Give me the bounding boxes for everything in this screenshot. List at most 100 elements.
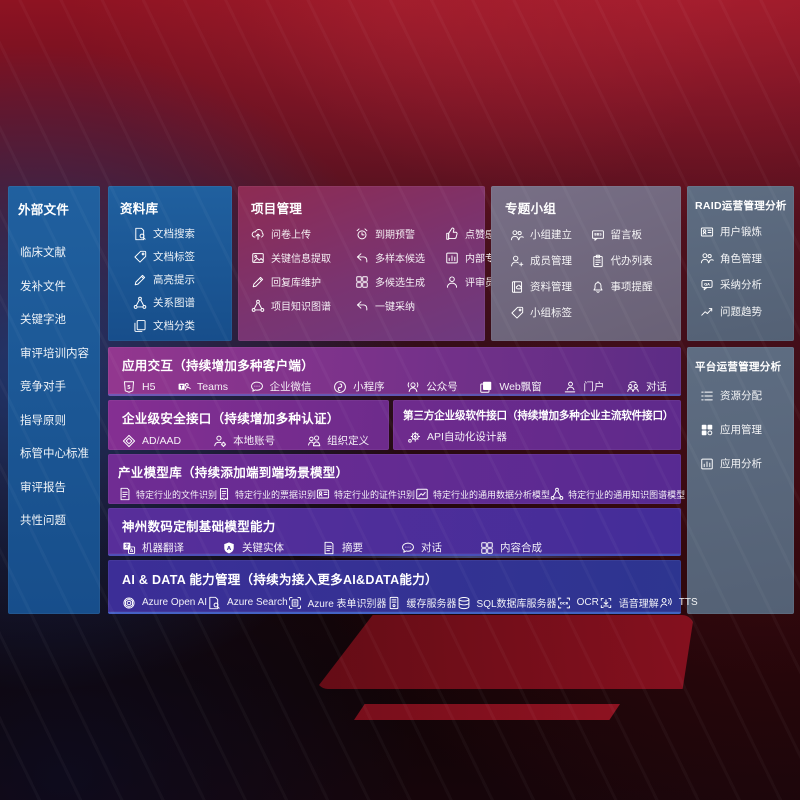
shield-a-icon: [222, 541, 236, 555]
chat-qa-icon: [700, 278, 714, 292]
speech-icon: [599, 596, 613, 610]
feature-label: Azure Search: [227, 597, 288, 608]
doc-search-icon: [207, 596, 221, 610]
feature-label: 特定行业的通用数据分析模型: [433, 489, 551, 500]
feature-label: 特定行业的证件识别: [334, 489, 416, 500]
doc-icon: [322, 541, 336, 555]
feature-item: 应用管理: [700, 422, 786, 437]
feature-label: 代办列表: [610, 255, 653, 267]
alarm-icon: [355, 227, 369, 241]
feature-label: 指导原则: [20, 414, 66, 427]
panel-third-party-api: 第三方企业级软件接口（持续增加多种企业主流软件接口） API自动化设计器: [393, 400, 681, 450]
feature-item: 小组标签: [510, 305, 587, 320]
feature-item: 指导原则: [20, 412, 90, 428]
receipt-icon: [217, 487, 231, 501]
feature-label: 对话: [645, 381, 667, 393]
feature-item: 文档分类: [133, 318, 220, 333]
ocr-icon: [557, 596, 571, 610]
feature-label: 用户锻炼: [720, 226, 762, 238]
feature-label: SQL数据库服务器: [476, 599, 557, 610]
feature-item: 到期预警: [355, 226, 439, 241]
reply-icon: [355, 251, 369, 265]
panel-title: 资料库: [120, 202, 159, 216]
server-icon: [387, 596, 401, 610]
person-plus-icon: [510, 254, 524, 268]
panel-digital-china-models: 神州数码定制基础模型能力 机器翻译 关键实体 摘要 对话 内容合成: [108, 508, 681, 556]
feature-label: 留言板: [610, 229, 643, 241]
panel-topic-groups: 专题小组 小组建立 留言板 成员管理 代办列表 资料管理 事项提醒 小组标签: [491, 186, 681, 341]
feature-item: API自动化设计器: [407, 429, 507, 444]
ad-icon: [122, 434, 136, 448]
feature-item: OCR: [557, 596, 599, 610]
feature-item: 资料管理: [510, 279, 587, 294]
feature-item: 机器翻译: [122, 540, 184, 555]
feature-item: 回复库维护: [251, 274, 349, 289]
dialog-icon: [626, 380, 640, 394]
panel-items: 用户锻炼 角色管理 采纳分析 问题趋势: [695, 224, 786, 319]
panel-title: RAID运营管理分析: [695, 200, 787, 212]
panel-items: 文档搜索 文档标签 高亮提示 关系图谱 文档分类: [120, 226, 220, 333]
feature-item: 文档搜索: [133, 226, 220, 241]
feature-label: 竞争对手: [20, 381, 66, 393]
feature-item: 成员管理: [510, 253, 587, 268]
trend-icon: [700, 304, 714, 318]
h5-icon: [122, 380, 136, 394]
panel-title: 专题小组: [505, 202, 557, 216]
feature-item: Azure 表单识别器: [288, 595, 387, 610]
feature-item: Azure Search: [207, 596, 288, 610]
panel-external-files: 外部文件 临床文献 发补文件 关键字池 审评培训内容 竞争对手 指导原则 标管中心标准 审评报…: [8, 186, 100, 614]
feature-label: API自动化设计器: [427, 431, 507, 443]
feature-label: 点赞感谢: [465, 230, 505, 241]
feature-item: 小组建立: [510, 227, 587, 242]
panel-title: 应用交互（持续增加多种客户端）: [122, 359, 315, 373]
panel-title: 第三方企业级软件接口（持续增加多种企业主流软件接口）: [403, 410, 674, 422]
feature-label: Azure Open AI: [142, 597, 208, 608]
feature-label: Teams: [197, 380, 228, 393]
feature-label: 摘要: [342, 542, 363, 554]
feature-item: 缓存服务器: [387, 595, 457, 610]
feature-item: 多样本候选: [355, 250, 439, 265]
feature-item: Teams: [177, 380, 228, 394]
feature-label: 角色管理: [720, 252, 762, 265]
feature-label: 多候选生成: [375, 278, 425, 289]
feature-label: 关键信息提取: [271, 254, 331, 265]
feature-label: 语音理解: [618, 599, 659, 610]
grid-icon: [355, 275, 369, 289]
feature-label: 门户: [583, 381, 605, 393]
feature-label: 成员管理: [530, 255, 572, 267]
doc-search-icon: [133, 227, 147, 241]
feature-item: 特定行业的票据识别: [217, 487, 316, 501]
feature-item: 发补文件: [20, 278, 90, 294]
feature-label: 文档标签: [153, 251, 195, 263]
panel-items: 临床文献 发补文件 关键字池 审评培训内容 竞争对手 指导原则 标管中心标准 审评报告 共性问题: [18, 244, 90, 528]
feature-label: 审评培训内容: [20, 347, 89, 360]
feature-item: 关键实体: [222, 540, 284, 555]
feature-label: 到期预警: [375, 230, 415, 241]
person-icon: [445, 275, 459, 289]
image-icon: [251, 251, 265, 265]
api-gear-icon: [407, 430, 421, 444]
feature-item: Azure Open AI: [122, 596, 207, 610]
windows-icon: [479, 380, 493, 394]
feature-label: 特定行业的票据识别: [235, 489, 317, 500]
feature-label: 资料管理: [530, 281, 572, 293]
feature-label: 高亮提示: [153, 274, 195, 286]
chart-window-icon: [445, 251, 459, 265]
person-gear-icon: [213, 434, 227, 448]
bbs-icon: [591, 228, 605, 242]
panel-platform-analysis: 平台运营管理分析 资源分配 应用管理 应用分析: [687, 347, 794, 614]
panel-security-api: 企业级安全接口（持续增加多种认证） AD/AAD 本地账号 组织定义: [108, 400, 389, 450]
panel-raid-analysis: RAID运营管理分析 用户锻炼 角色管理 采纳分析 问题趋势: [687, 186, 794, 341]
panel-items: 机器翻译 关键实体 摘要 对话 内容合成: [122, 540, 667, 555]
feature-item: 关键字池: [20, 311, 90, 327]
panel-items: Azure Open AI Azure Search Azure 表单识别器 缓存服务…: [122, 595, 698, 610]
panel-title: 外部文件: [18, 203, 70, 217]
feature-label: 对话: [421, 542, 442, 554]
feature-item: 企业微信: [250, 379, 312, 394]
feature-item: 一键采纳: [355, 298, 439, 313]
id-card-icon: [700, 225, 714, 239]
network-icon: [133, 296, 147, 310]
decorative-light-ray: [300, 556, 640, 558]
reply-icon: [355, 299, 369, 313]
panel-ai-data-management: AI & DATA 能力管理（持续为接入更多AI&DATA能力） Azure O…: [108, 560, 698, 614]
